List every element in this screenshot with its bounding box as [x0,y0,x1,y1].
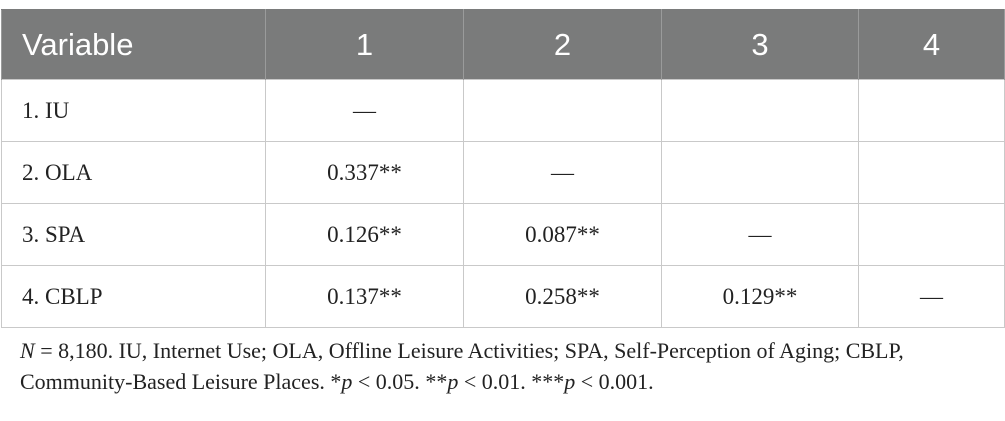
correlation-table-container: Variable 1 2 3 4 1. IU — 2. OLA 0.337** … [1,9,1005,328]
footnote-abbreviations: = 8,180. IU, Internet Use; OLA, Offline … [20,338,904,394]
header-col-2: 2 [463,9,662,80]
p1-threshold: < 0.05. [352,369,426,394]
p2-stars: ** [425,369,448,394]
cell: 0.258** [463,265,662,328]
cell: — [463,141,662,204]
cell: 0.337** [265,141,464,204]
header-row: Variable 1 2 3 4 [1,9,1005,80]
cell: — [858,265,1005,328]
header-variable: Variable [1,9,266,80]
p-symbol: p [564,369,576,394]
n-symbol: N [20,338,35,363]
cell: 0.087** [463,203,662,266]
table-row-spa: 3. SPA 0.126** 0.087** — [1,203,1005,266]
cell [858,203,1005,266]
cell [858,141,1005,204]
table-footnote: N = 8,180. IU, Internet Use; OLA, Offlin… [20,335,980,397]
cell: 0.137** [265,265,464,328]
row-label: 1. IU [1,79,266,142]
cell [661,141,859,204]
p-symbol: p [341,369,353,394]
p3-threshold: < 0.001. [575,369,654,394]
p3-stars: *** [531,369,565,394]
cell [463,79,662,142]
header-col-1: 1 [265,9,464,80]
table-row-ola: 2. OLA 0.337** — [1,141,1005,204]
table-row-iu: 1. IU — [1,79,1005,142]
header-col-4: 4 [858,9,1005,80]
p2-threshold: < 0.01. [458,369,532,394]
row-label: 4. CBLP [1,265,266,328]
cell [661,79,859,142]
row-label: 3. SPA [1,203,266,266]
cell: — [265,79,464,142]
table-row-cblp: 4. CBLP 0.137** 0.258** 0.129** — [1,265,1005,328]
row-label: 2. OLA [1,141,266,204]
p1-stars: * [330,369,342,394]
header-col-3: 3 [661,9,859,80]
cell [858,79,1005,142]
table-body: 1. IU — 2. OLA 0.337** — 3. SPA 0.126** … [1,79,1005,328]
table-header: Variable 1 2 3 4 [1,9,1005,80]
p-symbol: p [447,369,459,394]
cell: 0.126** [265,203,464,266]
correlation-table: Variable 1 2 3 4 1. IU — 2. OLA 0.337** … [1,9,1005,328]
cell: — [661,203,859,266]
cell: 0.129** [661,265,859,328]
